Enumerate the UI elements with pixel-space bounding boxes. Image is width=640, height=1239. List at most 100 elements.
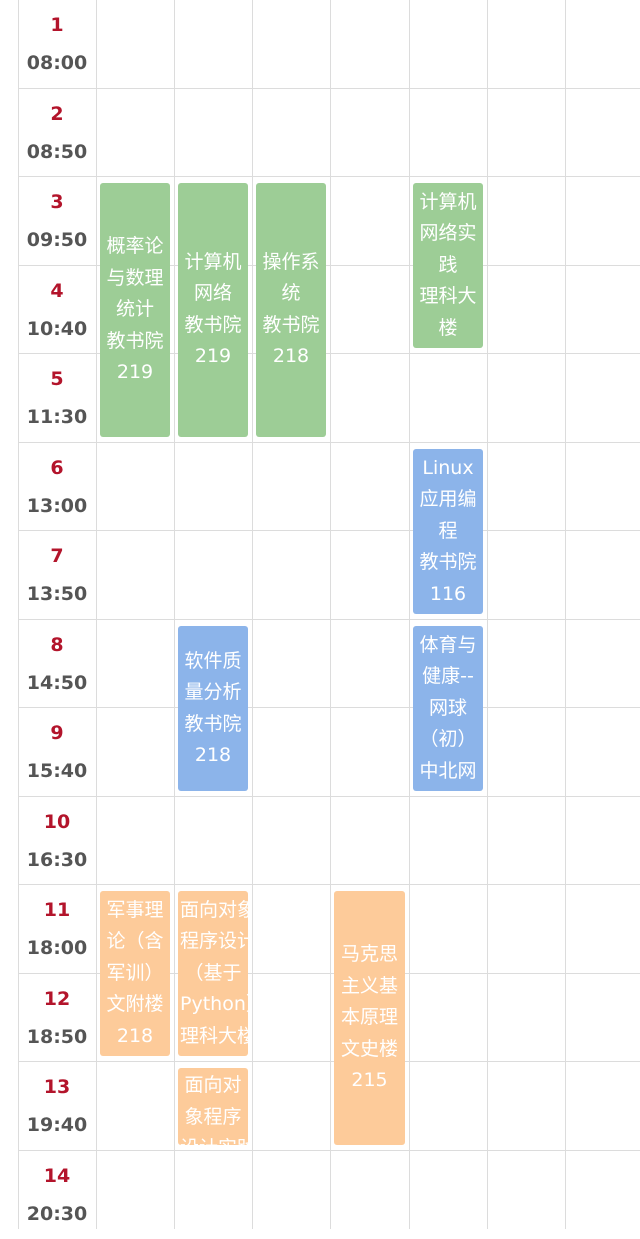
course-text-line: 论（含 (106, 930, 164, 953)
period-cell: 14 20:30 (18, 1151, 96, 1239)
period-number: 8 (50, 634, 64, 656)
course-text-line: 体育与 (419, 633, 477, 656)
course-block[interactable]: 军事理 论（含 军训） 文附楼 218 (100, 891, 170, 1056)
grid-column-divider (252, 0, 253, 1229)
period-start-time: 18:50 (26, 1026, 88, 1048)
course-text-line: 218 (116, 1024, 154, 1047)
grid-column-divider (409, 0, 410, 1229)
period-number: 2 (50, 103, 64, 125)
period-cell: 1 08:00 (18, 0, 96, 88)
course-text-line: 健康-- (422, 665, 474, 688)
grid-row-divider (18, 796, 640, 797)
course-text-line: 中北网 (419, 759, 477, 782)
course-text-line: 概率论 (106, 235, 164, 257)
grid-column-divider (487, 0, 488, 1229)
course-text-line: 计算机 (184, 250, 242, 273)
period-cell: 11 18:00 (18, 885, 96, 973)
course-text-line: 网球 (428, 696, 467, 719)
period-number: 12 (43, 988, 71, 1010)
course-text-line: 楼 (438, 316, 458, 339)
course-text-line: 应用编 (419, 488, 477, 511)
course-text-line: 教书院 (262, 313, 320, 336)
period-start-time: 08:00 (26, 52, 88, 74)
grid-row-divider (18, 530, 640, 531)
course-text-line: 计算机 (419, 190, 477, 213)
course-text-line: 统计 (115, 298, 154, 320)
period-number: 5 (50, 368, 64, 390)
period-cell: 9 15:40 (18, 708, 96, 796)
grid-row-divider (18, 88, 640, 89)
period-number: 13 (43, 1076, 71, 1098)
period-number: 14 (43, 1165, 71, 1187)
course-text-line: （初） (419, 728, 477, 751)
course-block[interactable]: 马克思 主义基 本原理 文史楼 215 (334, 891, 405, 1145)
course-text-line: 主义基 (340, 974, 398, 997)
course-text-line: 量分析 (184, 681, 242, 703)
course-text-line: 象程序 (184, 1105, 242, 1128)
period-cell: 12 18:50 (18, 974, 96, 1062)
course-text-line: 设计实践 (180, 1133, 248, 1145)
course-text-line: Linux (422, 456, 474, 479)
course-text-line: 116 (429, 582, 467, 605)
grid-row-divider (18, 1150, 640, 1151)
period-cell: 7 13:50 (18, 531, 96, 619)
course-text-line: 218 (272, 345, 310, 368)
period-cell: 2 08:50 (18, 89, 96, 177)
course-text-line: 教书院 (419, 551, 477, 574)
course-text-line: 教书院 (184, 712, 242, 735)
period-number: 6 (50, 457, 64, 479)
period-start-time: 13:00 (26, 495, 88, 517)
grid-row-divider (18, 265, 640, 266)
grid-row-divider (18, 442, 640, 443)
period-start-time: 08:50 (26, 141, 88, 163)
course-text-line: 215 (351, 1069, 388, 1091)
course-text-line: 219 (116, 361, 154, 383)
course-text-line: 教书院 (184, 313, 242, 336)
course-text-line: 网络实 (419, 222, 477, 245)
period-number: 3 (50, 191, 64, 213)
course-text-line: 教书院 (106, 329, 164, 352)
course-text-line: （基于 (184, 961, 242, 984)
course-text-line: 操作系 (262, 250, 320, 273)
grid-column-divider (330, 0, 331, 1229)
period-cell: 8 14:50 (18, 620, 96, 708)
period-number: 11 (43, 899, 71, 921)
course-text-line: 面向对 (184, 1074, 242, 1096)
course-text-line: Python） (180, 993, 248, 1016)
grid-row-divider (18, 884, 640, 885)
course-text-line: 218 (194, 744, 232, 766)
course-block[interactable]: 概率论与数理统计教书院 219 (100, 183, 170, 437)
grid-row-divider (18, 176, 640, 177)
course-block[interactable]: 体育与健康-- 网球 （初） 中北网 (413, 626, 483, 791)
period-start-time: 14:50 (26, 672, 88, 694)
grid-column-divider (565, 0, 566, 1229)
course-text-line: 军训） (106, 961, 164, 984)
period-start-time: 16:30 (26, 849, 88, 871)
course-block[interactable]: Linux 应用编程教书院 116 (413, 449, 483, 614)
course-text-line: 文史楼 (340, 1037, 398, 1060)
period-number: 1 (50, 14, 64, 36)
period-cell: 10 16:30 (18, 797, 96, 885)
period-start-time: 11:30 (26, 406, 88, 428)
grid-column-divider (18, 0, 19, 1229)
course-text-line: 网络 (193, 282, 232, 305)
period-number: 10 (43, 811, 71, 833)
period-cell: 3 09:50 (18, 177, 96, 265)
course-block[interactable]: 操作系统教书院 218 (256, 183, 326, 437)
period-cell: 4 10:40 (18, 266, 96, 354)
period-start-time: 19:40 (26, 1114, 88, 1136)
grid-row-divider (18, 353, 640, 354)
grid-column-divider (174, 0, 175, 1229)
course-text-line: 与数理 (106, 266, 164, 289)
course-block[interactable]: 计算机 网络实践理科大楼 (413, 183, 483, 348)
period-cell: 13 19:40 (18, 1062, 96, 1150)
course-block[interactable]: 面向对象程序设计实践 (178, 1068, 248, 1145)
course-block[interactable]: 软件质 量分析 教书院 218 (178, 626, 248, 791)
period-start-time: 09:50 (26, 229, 88, 251)
period-cell: 5 11:30 (18, 354, 96, 442)
grid-row-divider (18, 619, 640, 620)
course-text-line: 统 (281, 282, 301, 305)
course-block[interactable]: 计算机 网络 教书院 219 (178, 183, 248, 437)
